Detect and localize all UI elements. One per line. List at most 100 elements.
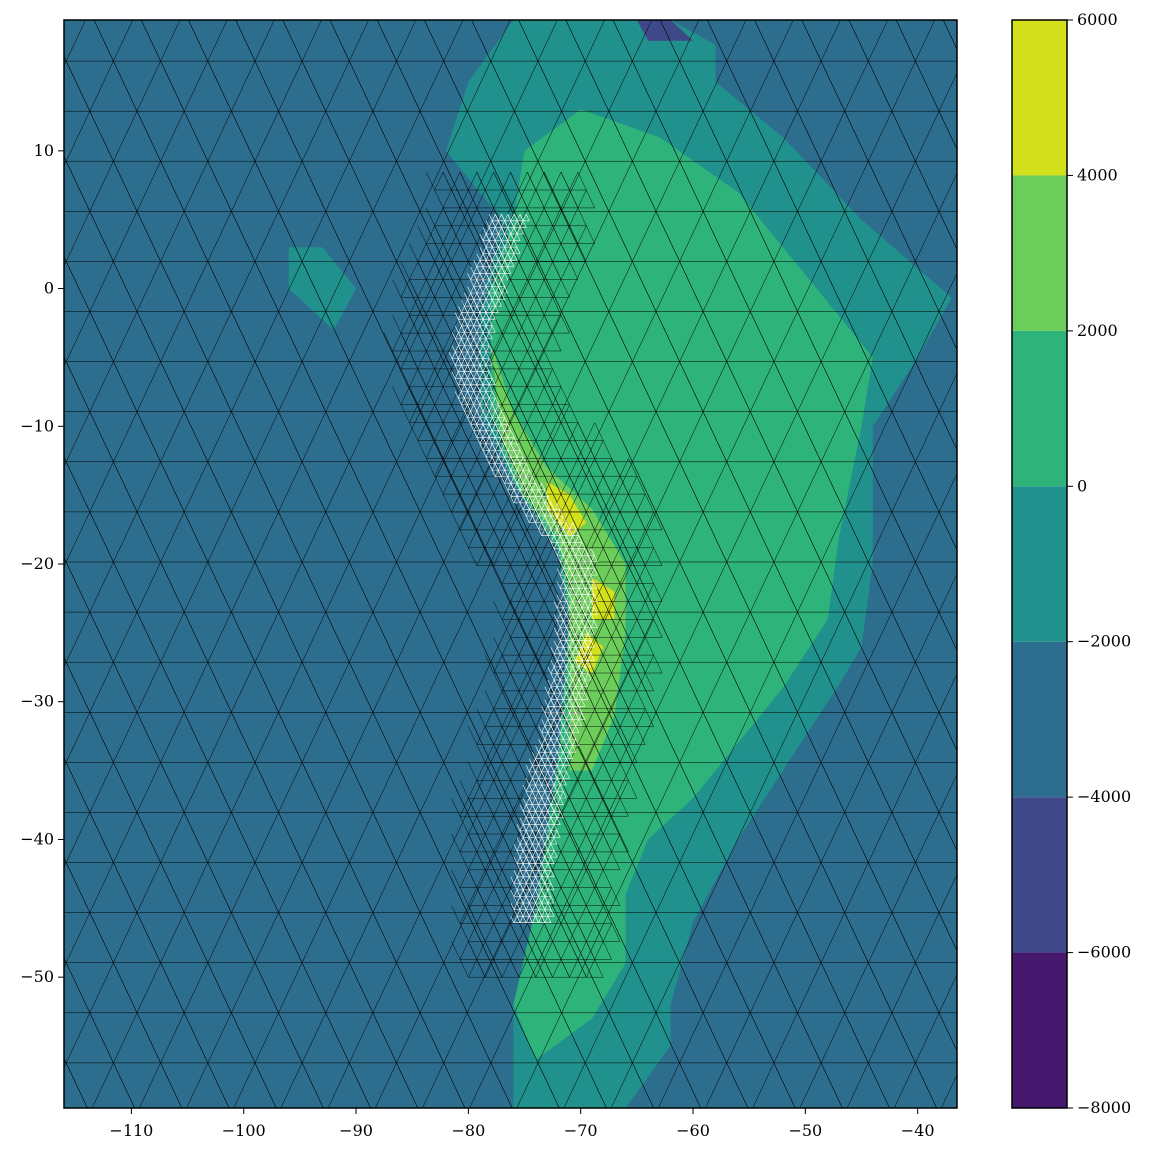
mesh-element: [556, 790, 567, 799]
mesh-element: [572, 535, 583, 543]
mesh-element: [544, 882, 555, 891]
mesh-element: [774, 0, 845, 11]
mesh-element: [485, 312, 496, 320]
colorbar-band: [1012, 641, 1067, 798]
mesh-element: [628, 493, 655, 513]
mesh-element: [915, 60, 957, 112]
mesh-element: [577, 422, 604, 441]
mesh-element: [915, 762, 957, 813]
mesh-element: [544, 843, 555, 851]
mesh-element: [556, 777, 567, 786]
mesh-element: [522, 469, 533, 477]
mesh-element: [569, 725, 580, 733]
mesh-element: [498, 272, 509, 281]
mesh-element: [373, 1113, 444, 1154]
mesh-element: [586, 940, 612, 960]
colorbar-band: [1012, 797, 1067, 953]
mesh-element: [594, 887, 621, 906]
mesh-element: [938, 912, 957, 952]
mesh-element: [113, 0, 184, 11]
plot-area: [64, 0, 986, 1154]
mesh-element: [821, 0, 892, 11]
mesh-element: [302, 0, 373, 11]
mesh-element: [569, 189, 596, 209]
mesh-element: [587, 580, 598, 589]
mesh-element: [619, 475, 646, 495]
mesh-element: [501, 423, 512, 432]
mesh-element: [498, 285, 509, 294]
mesh-element: [66, 0, 137, 11]
colorbar-tick-label: −2000: [1077, 632, 1131, 651]
mesh-element: [488, 305, 499, 313]
mesh-element: [727, 0, 798, 11]
mesh-element: [628, 708, 655, 727]
mesh-element: [553, 797, 564, 805]
mesh-element: [938, 411, 957, 451]
mesh-element: [541, 902, 552, 910]
mesh-element: [516, 220, 527, 228]
mesh-element: [938, 611, 957, 651]
mesh-element: [485, 325, 496, 333]
mesh-element: [915, 0, 986, 11]
mesh-element: [507, 239, 518, 248]
mesh-element: [584, 548, 595, 556]
mesh-element: [942, 20, 957, 50]
mesh-element: [703, 1113, 774, 1154]
mesh-element: [628, 529, 655, 549]
mesh-element: [507, 436, 518, 445]
trench-mesh: [448, 213, 598, 923]
mesh-element: [636, 547, 663, 566]
mesh-element: [569, 225, 596, 244]
mesh-element: [575, 541, 586, 550]
mesh-element: [594, 922, 621, 942]
mesh-element: [64, 957, 67, 963]
mesh-element: [255, 0, 326, 11]
mesh-element: [491, 403, 502, 412]
y-tick-label: −20: [20, 554, 54, 573]
mesh-element: [602, 761, 629, 781]
mesh-element: [513, 226, 524, 235]
mesh-element: [586, 905, 612, 924]
mesh-element: [586, 869, 612, 888]
mesh-element: [915, 662, 957, 713]
mesh-element: [587, 620, 598, 628]
mesh-element: [628, 600, 655, 620]
y-axis: 10 0 −10 −20 −30 −40 −50: [20, 141, 64, 986]
mesh-element: [527, 350, 553, 370]
mesh-element: [611, 779, 638, 799]
mesh-element: [915, 161, 957, 212]
mesh-element: [510, 233, 521, 241]
mesh-element: [510, 246, 521, 254]
mesh-element: [581, 672, 592, 681]
mesh-element: [581, 659, 592, 668]
mesh-element: [553, 508, 564, 517]
mesh-element: [161, 0, 232, 11]
mesh-element: [594, 851, 621, 871]
mesh-element: [444, 0, 515, 11]
mesh-element: [575, 712, 586, 720]
mesh-element: [587, 567, 598, 576]
mesh-element: [584, 653, 595, 661]
mesh-element: [64, 656, 67, 663]
mesh-element: [581, 633, 592, 641]
mesh-element: [491, 298, 502, 307]
mesh-element: [566, 744, 577, 753]
mesh-element: [479, 364, 490, 372]
mesh-element: [566, 731, 577, 740]
mesh-element: [541, 915, 552, 923]
y-tick-label: −30: [20, 692, 54, 711]
mesh-element: [586, 439, 612, 459]
contour-region: [288, 247, 357, 330]
mesh-element: [495, 279, 506, 287]
mesh-element: [535, 296, 562, 316]
mesh-element: [585, 0, 656, 11]
mesh-element: [504, 430, 515, 438]
mesh-element: [560, 207, 587, 227]
mesh-element: [563, 751, 574, 759]
mesh-element: [547, 836, 558, 845]
contour-region: [490, 109, 873, 1060]
mesh-element: [516, 456, 527, 464]
mesh-element: [628, 672, 655, 692]
x-axis: −110 −100 −90 −80 −70 −60 −50 −40: [109, 1108, 935, 1140]
